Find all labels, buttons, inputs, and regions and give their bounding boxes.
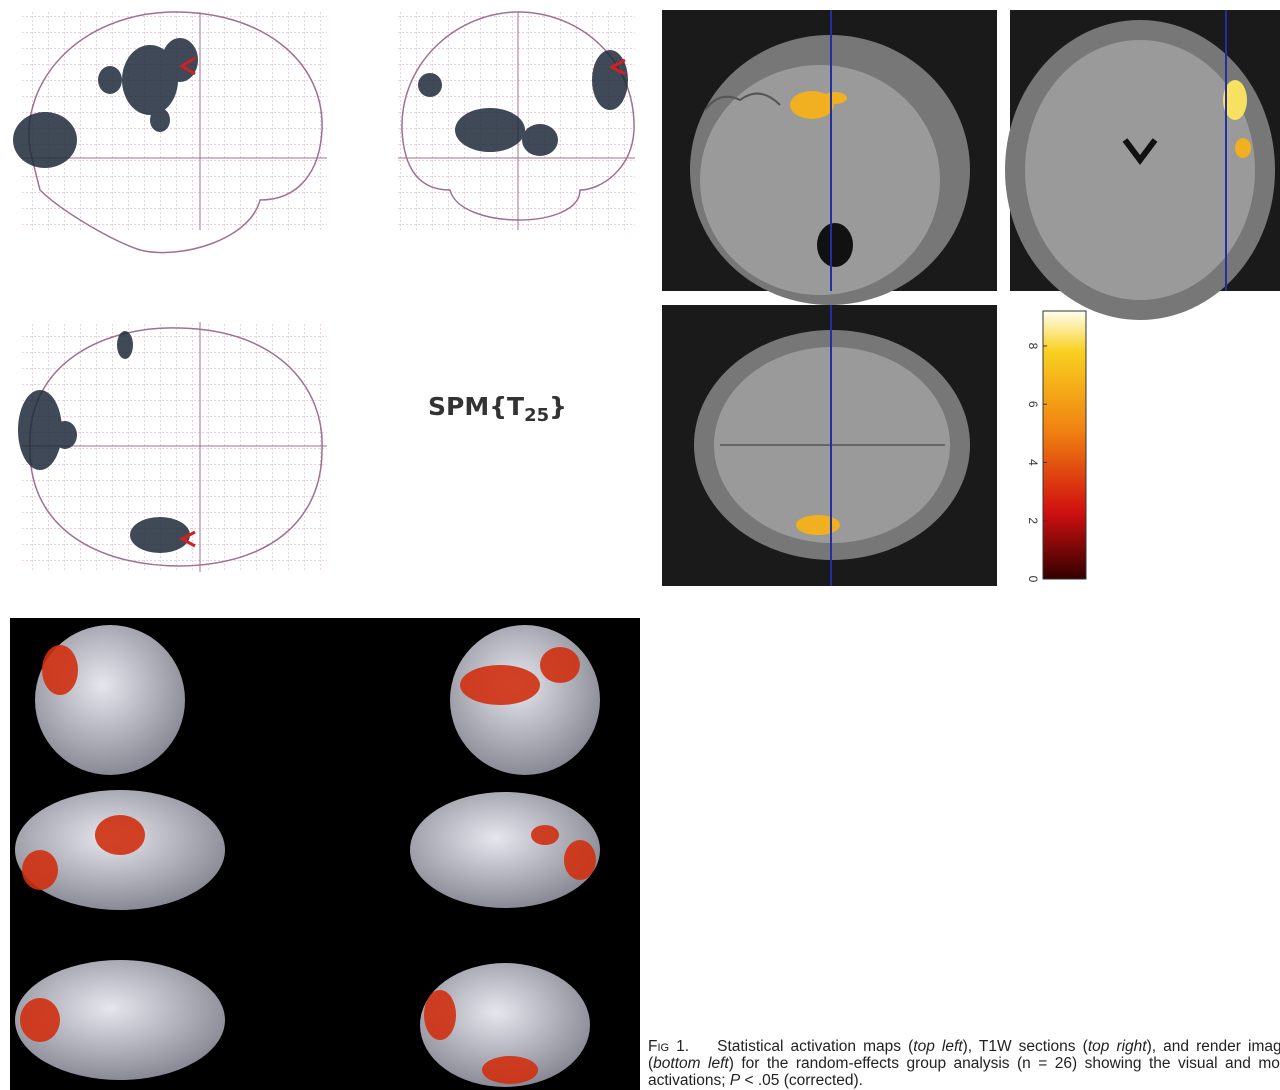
caption-text: < .05 (corrected). [740, 1072, 863, 1089]
colorbar: 0 2 4 6 8 [1026, 310, 1087, 583]
spm-main: SPM{T [428, 392, 525, 421]
caption: Fig 1. Statistical activation maps (top l… [648, 1038, 1280, 1089]
render-images [10, 618, 640, 1090]
caption-text: top right [1087, 1038, 1147, 1055]
colorbar-tick-label: 0 [1026, 576, 1040, 583]
t1w-coronal [1005, 10, 1280, 320]
t1w-axial [662, 305, 997, 586]
glass-brain-axial [18, 322, 327, 572]
caption-text: ), and render images ( [648, 1038, 1280, 1072]
caption-text: ), T1W sections ( [962, 1038, 1088, 1055]
caption-text: bottom left [653, 1055, 729, 1072]
colorbar-tick-label: 6 [1026, 401, 1040, 408]
spm-label: SPM{T25} [428, 392, 567, 426]
colorbar-tick-label: 4 [1026, 459, 1040, 466]
caption-label: Fig 1. [648, 1038, 690, 1055]
colorbar-tick-label: 2 [1026, 517, 1040, 524]
t1w-sagittal [662, 10, 997, 305]
spm-close: } [549, 392, 567, 421]
caption-text: top left [913, 1038, 963, 1055]
glass-brain-sagittal [13, 11, 327, 254]
caption-text: P [729, 1072, 741, 1089]
colorbar-scale [1042, 310, 1087, 580]
colorbar-tick-label: 8 [1026, 343, 1040, 350]
caption-text: ) for the random-effects group analysis … [648, 1055, 1280, 1089]
caption-text: Statistical activation maps ( [717, 1038, 914, 1055]
glass-brain-coronal [398, 11, 635, 230]
spm-sub: 25 [524, 405, 550, 426]
